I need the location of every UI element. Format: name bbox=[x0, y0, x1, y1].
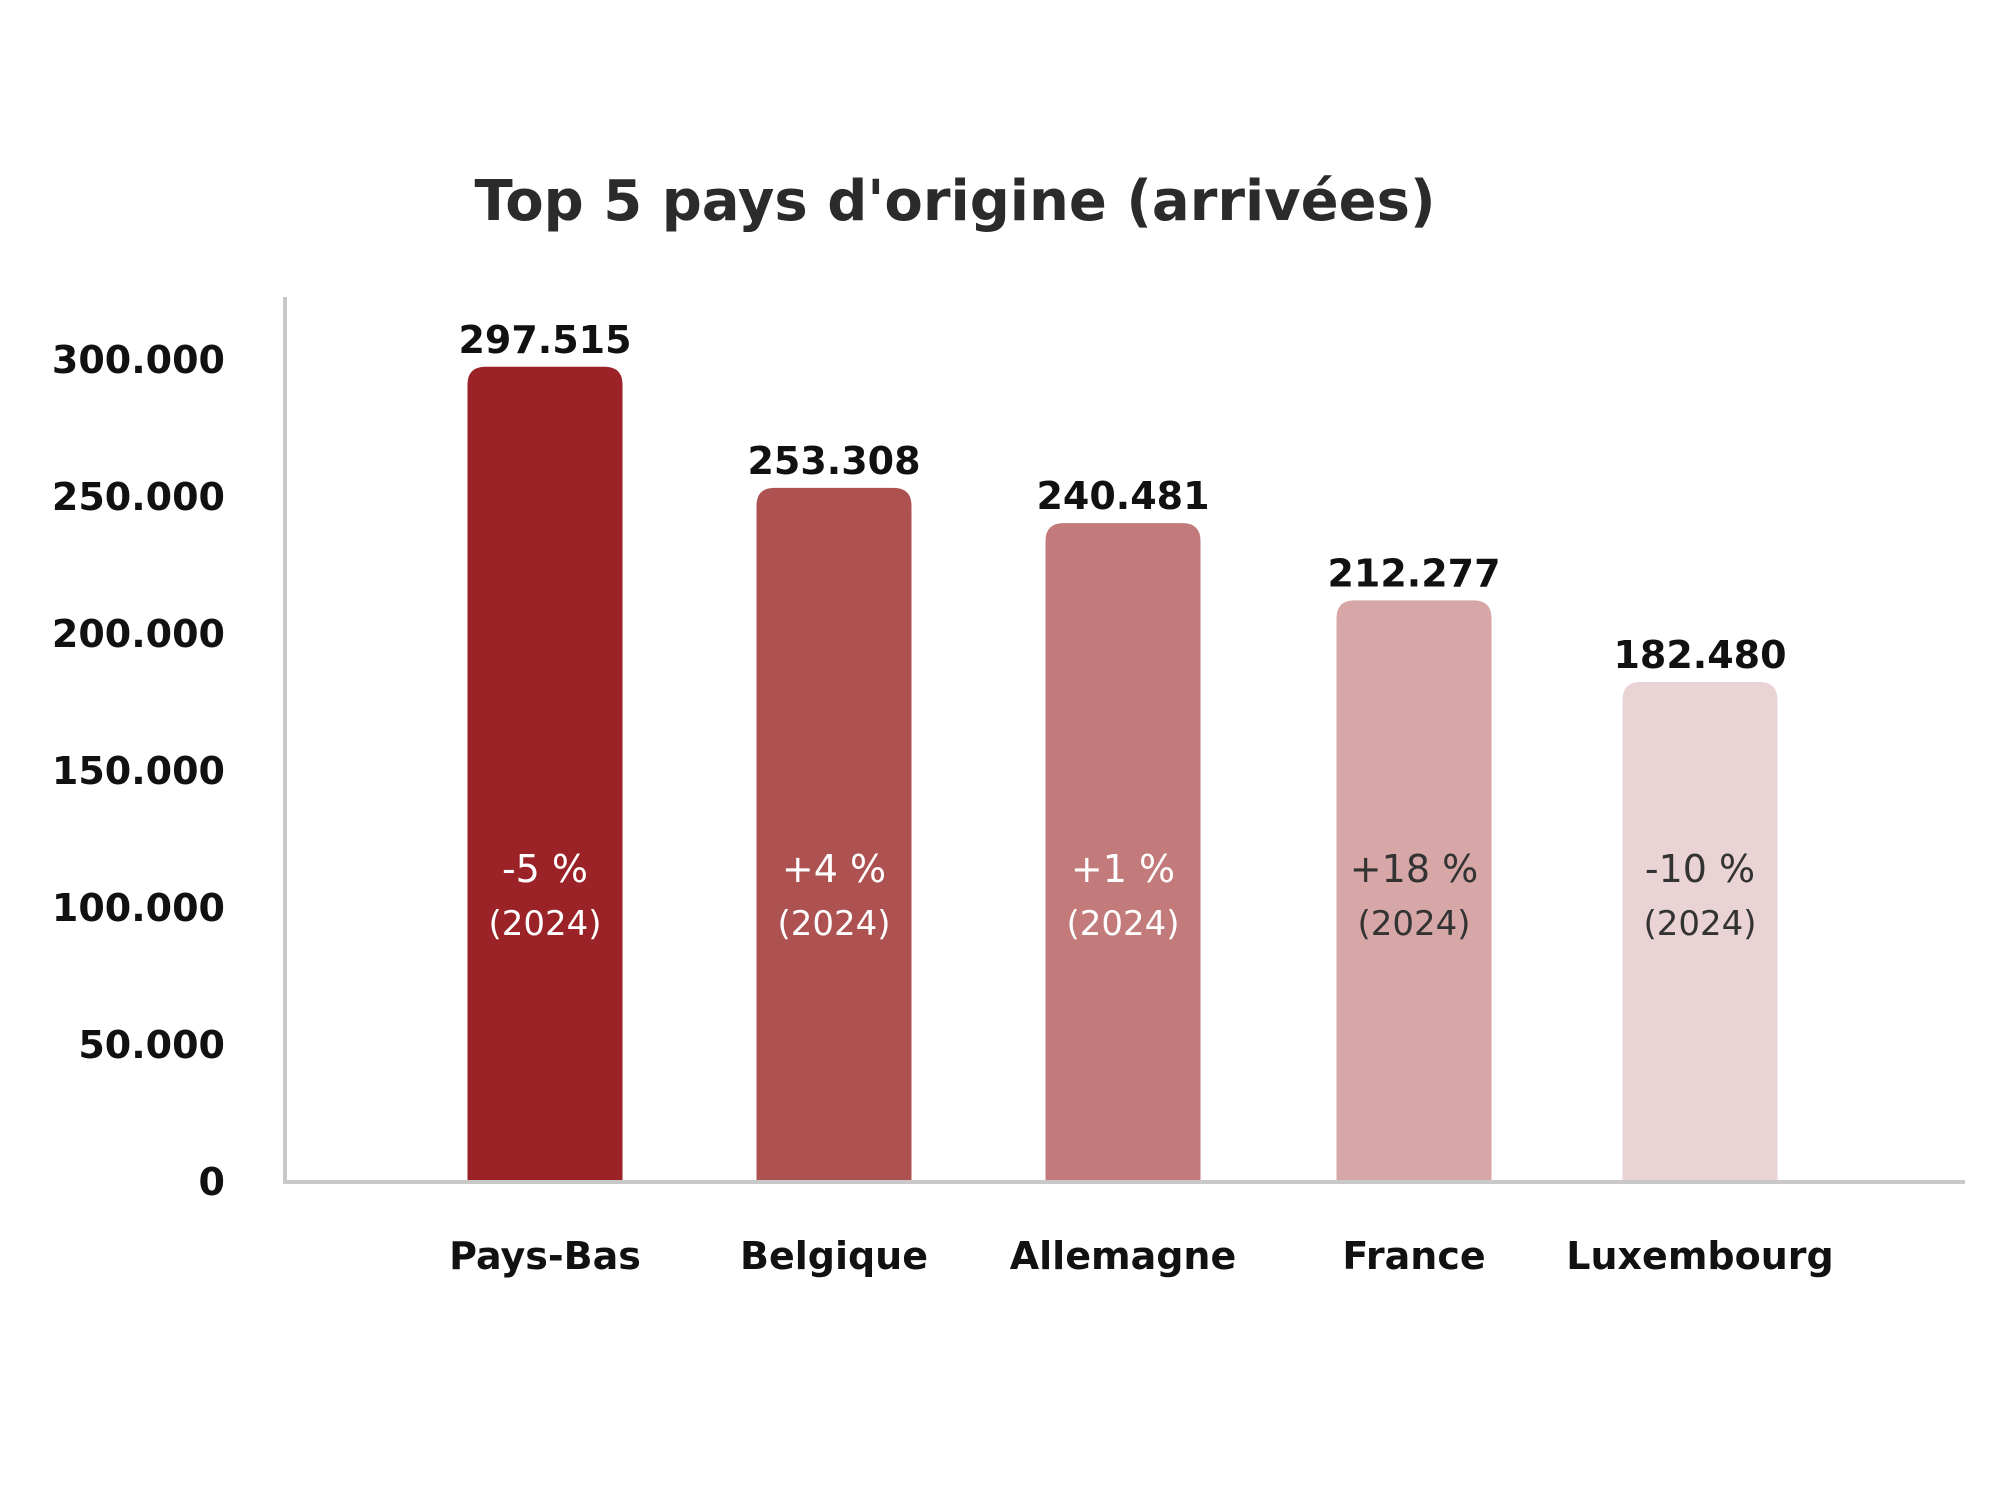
change-label: -5 % bbox=[502, 847, 588, 891]
bar bbox=[1045, 523, 1201, 1182]
x-tick-label: Belgique bbox=[740, 1234, 928, 1278]
bar-value-label: 240.481 bbox=[1036, 474, 1209, 518]
y-tick-label: 300.000 bbox=[52, 338, 225, 382]
change-label: -10 % bbox=[1645, 847, 1755, 891]
bar bbox=[1336, 600, 1492, 1182]
change-year-label: (2024) bbox=[1643, 904, 1756, 944]
change-label: +18 % bbox=[1350, 847, 1478, 891]
bar-value-label: 253.308 bbox=[747, 439, 920, 483]
bars: 297.515 -5 % (2024) 253.308 +4 % (2024) 240.48… bbox=[458, 318, 1787, 1183]
change-year-label: (2024) bbox=[1066, 904, 1179, 944]
change-year-label: (2024) bbox=[777, 904, 890, 944]
y-tick-label: 0 bbox=[199, 1160, 225, 1204]
x-tick-label: Allemagne bbox=[1010, 1234, 1237, 1278]
chart-title: Top 5 pays d'origine (arrivées) bbox=[474, 169, 1435, 234]
bar bbox=[1622, 682, 1778, 1182]
change-year-label: (2024) bbox=[488, 904, 601, 944]
x-tick-label: Luxembourg bbox=[1566, 1234, 1833, 1278]
bar-value-label: 182.480 bbox=[1613, 633, 1786, 677]
bar bbox=[756, 487, 912, 1183]
y-tick-label: 150.000 bbox=[52, 749, 225, 793]
y-tick-label: 100.000 bbox=[52, 886, 225, 930]
bar-value-label: 212.277 bbox=[1327, 551, 1500, 595]
y-tick-label: 200.000 bbox=[52, 612, 225, 656]
change-year-label: (2024) bbox=[1357, 904, 1470, 944]
change-label: +1 % bbox=[1071, 847, 1175, 891]
y-tick-label: 50.000 bbox=[78, 1023, 225, 1067]
bar-value-label: 297.515 bbox=[458, 318, 631, 362]
x-axis-ticks: Pays-Bas Belgique Allemagne France Luxembour… bbox=[449, 1234, 1834, 1278]
y-tick-label: 250.000 bbox=[52, 475, 225, 519]
change-label: +4 % bbox=[782, 847, 886, 891]
y-axis-ticks: 0 50.000 100.000 150.000 200.000 250.000 300.0… bbox=[52, 338, 225, 1204]
bar bbox=[467, 366, 623, 1182]
x-tick-label: Pays-Bas bbox=[449, 1234, 641, 1278]
x-tick-label: France bbox=[1342, 1234, 1485, 1278]
